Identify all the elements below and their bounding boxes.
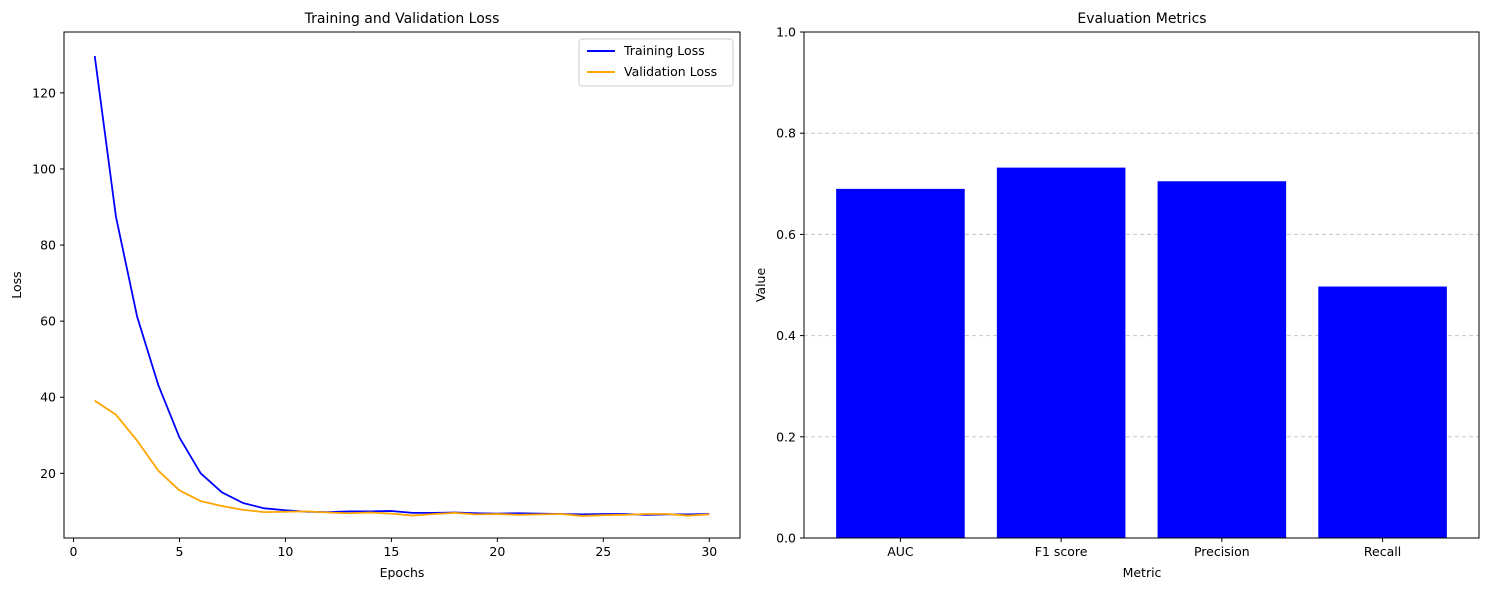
loss-x-tick-label: 30 — [701, 544, 717, 559]
metrics-y-tick-label: 1.0 — [776, 25, 796, 40]
loss-x-tick-label: 10 — [277, 544, 293, 559]
loss-y-tick-label: 40 — [40, 390, 56, 405]
loss-x-tick-label: 0 — [70, 544, 78, 559]
metrics-x-tick-label: AUC — [887, 544, 914, 559]
metrics-x-tick-label: Recall — [1364, 544, 1401, 559]
metrics-x-axis-label: Metric — [1123, 565, 1162, 580]
legend-label-training: Training Loss — [623, 43, 705, 58]
validation-loss-line — [94, 399, 710, 517]
loss-chart: Training and Validation Loss 0 5 10 15 20 25 3… — [9, 11, 741, 580]
loss-y-axis-label: Loss — [9, 271, 24, 298]
loss-x-axis-label: Epochs — [380, 565, 425, 580]
metrics-y-axis-label: Value — [753, 268, 768, 303]
loss-y-tick-label: 60 — [40, 314, 56, 329]
metrics-chart: Evaluation Metrics AUC F1 score Precision R… — [753, 11, 1480, 580]
loss-legend: Training Loss Validation Loss — [578, 38, 734, 87]
loss-x-tick-label: 20 — [489, 544, 505, 559]
metrics-y-tick-label: 0.6 — [776, 227, 796, 242]
metrics-plot-frame — [803, 31, 1480, 539]
bar-f1-score — [996, 167, 1126, 538]
loss-y-tick-label: 80 — [40, 238, 56, 253]
metrics-y-tick-label: 0.0 — [776, 531, 796, 546]
loss-x-tick-label: 5 — [176, 544, 184, 559]
metrics-y-tick-label: 0.2 — [776, 429, 796, 444]
loss-y-tick-label: 100 — [32, 161, 56, 176]
loss-x-tick-label: 25 — [595, 544, 611, 559]
metrics-y-tick-label: 0.4 — [776, 328, 796, 343]
bar-auc — [836, 188, 965, 539]
training-loss-line — [93, 55, 710, 516]
loss-y-tick-label: 120 — [32, 85, 56, 100]
loss-chart-title: Training and Validation Loss — [304, 11, 500, 27]
bar-precision — [1157, 181, 1287, 538]
bar-recall — [1318, 286, 1447, 538]
loss-x-tick-label: 15 — [383, 544, 399, 559]
metrics-x-tick-label: F1 score — [1035, 544, 1088, 559]
metrics-chart-title: Evaluation Metrics — [1077, 11, 1206, 27]
legend-box — [578, 38, 734, 87]
metrics-y-tick-label: 0.8 — [776, 126, 796, 141]
metrics-x-tick-label: Precision — [1194, 544, 1250, 559]
loss-y-tick-label: 20 — [40, 466, 56, 481]
loss-plot-frame — [63, 31, 741, 539]
legend-label-validation: Validation Loss — [624, 64, 717, 79]
